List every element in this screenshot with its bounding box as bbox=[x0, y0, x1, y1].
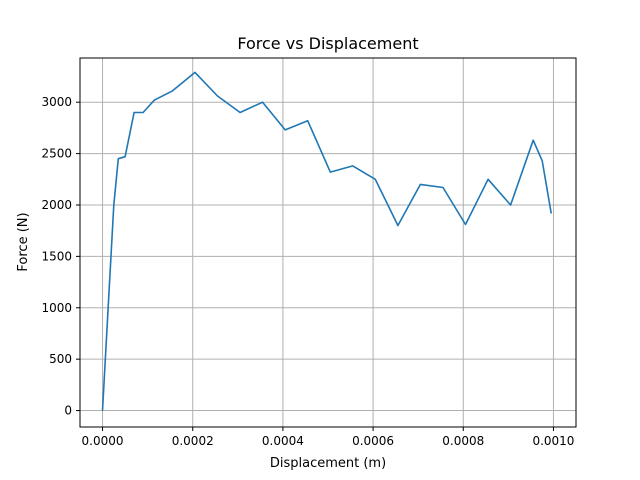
plot-frame bbox=[79, 57, 577, 428]
y-tick-label: 3000 bbox=[41, 95, 72, 109]
data-point bbox=[117, 158, 119, 160]
y-axis-ticks: 0 500 1000 1500 2000 2500 3000 bbox=[41, 95, 80, 418]
y-tick-label: 1500 bbox=[41, 249, 72, 263]
data-point bbox=[550, 212, 552, 214]
x-axis-ticks: 0.0000 0.0002 0.0004 0.0006 0.0008 0.0010 bbox=[82, 427, 574, 448]
data-point bbox=[171, 90, 173, 92]
data-point bbox=[465, 224, 467, 226]
data-point bbox=[487, 178, 489, 180]
data-point bbox=[102, 410, 104, 412]
y-tick-label: 1000 bbox=[41, 301, 72, 315]
x-axis-label: Displacement (m) bbox=[270, 456, 386, 471]
series-line-force bbox=[101, 71, 552, 411]
data-point bbox=[532, 139, 534, 141]
data-point bbox=[113, 204, 115, 206]
data-point bbox=[442, 187, 444, 189]
data-point bbox=[217, 95, 219, 97]
data-point bbox=[262, 101, 264, 103]
y-axis-label: Force (N) bbox=[16, 212, 31, 271]
y-tick-label: 0 bbox=[64, 404, 72, 418]
data-point bbox=[194, 71, 196, 73]
series-layer bbox=[101, 71, 552, 412]
chart-title: Force vs Displacement bbox=[237, 34, 418, 53]
x-tick-label: 0.0000 bbox=[82, 434, 124, 448]
data-point bbox=[239, 111, 241, 113]
x-tick-label: 0.0004 bbox=[262, 434, 304, 448]
data-point bbox=[397, 225, 399, 227]
data-point bbox=[142, 111, 144, 113]
data-point bbox=[329, 171, 331, 173]
grid bbox=[80, 58, 576, 427]
data-point bbox=[284, 129, 286, 131]
x-tick-label: 0.0006 bbox=[352, 434, 394, 448]
x-tick-label: 0.0010 bbox=[532, 434, 574, 448]
y-tick-label: 500 bbox=[49, 352, 72, 366]
x-tick-label: 0.0002 bbox=[172, 434, 214, 448]
data-point bbox=[124, 156, 126, 158]
data-point bbox=[374, 178, 376, 180]
x-tick-label: 0.0008 bbox=[442, 434, 484, 448]
data-point bbox=[153, 99, 155, 101]
data-point bbox=[419, 183, 421, 185]
data-point bbox=[352, 165, 354, 167]
data-point bbox=[133, 111, 135, 113]
data-point bbox=[541, 160, 543, 162]
y-tick-label: 2000 bbox=[41, 198, 72, 212]
data-point bbox=[510, 204, 512, 206]
y-tick-label: 2500 bbox=[41, 147, 72, 161]
data-point bbox=[307, 120, 309, 122]
